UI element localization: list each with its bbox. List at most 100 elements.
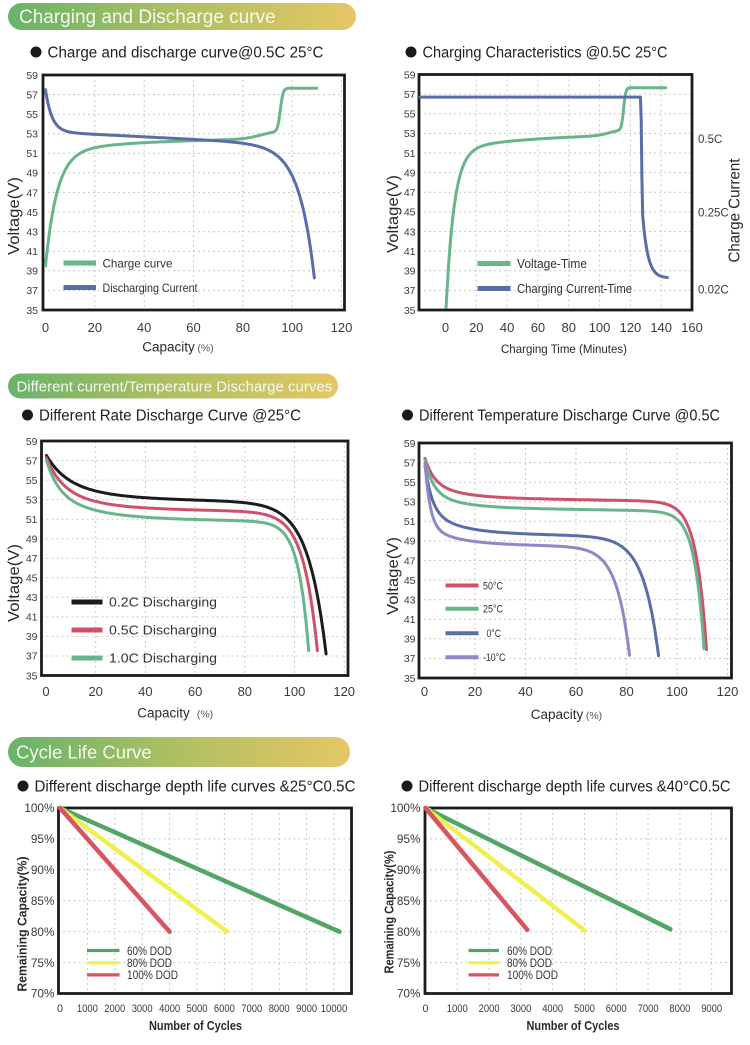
svg-text:80%: 80% — [31, 925, 55, 939]
svg-text:Voltage(V): Voltage(V) — [385, 537, 402, 615]
svg-text:100: 100 — [666, 684, 688, 699]
svg-text:(%): (%) — [586, 710, 602, 722]
svg-text:90%: 90% — [397, 863, 421, 877]
svg-text:70%: 70% — [397, 987, 421, 1001]
svg-text:100%: 100% — [24, 801, 55, 815]
svg-text:60% DOD: 60% DOD — [127, 944, 172, 958]
svg-text:Capacity: Capacity — [142, 340, 195, 355]
svg-text:59: 59 — [26, 436, 38, 448]
svg-text:Charging Current-Time: Charging Current-Time — [517, 282, 632, 296]
svg-text:Charge curve: Charge curve — [103, 256, 173, 270]
svg-text:0.25C: 0.25C — [698, 208, 729, 220]
svg-text:57: 57 — [404, 457, 416, 469]
svg-text:Charge Current: Charge Current — [727, 158, 744, 263]
svg-text:120: 120 — [333, 684, 355, 699]
svg-text:Charging and Discharge curve: Charging and Discharge curve — [19, 7, 276, 28]
svg-text:49: 49 — [404, 536, 416, 548]
svg-text:45: 45 — [26, 573, 38, 585]
svg-text:0.5C Discharging: 0.5C Discharging — [109, 623, 217, 638]
svg-text:57: 57 — [26, 89, 38, 101]
svg-text:Different Rate Discharge Curve: Different Rate Discharge Curve @25°C — [39, 408, 301, 425]
svg-text:Different discharge depth life: Different discharge depth life curves &2… — [35, 779, 356, 796]
svg-text:75%: 75% — [31, 956, 55, 970]
svg-text:55: 55 — [404, 477, 416, 489]
svg-text:85%: 85% — [31, 894, 55, 908]
svg-text:60% DOD: 60% DOD — [507, 944, 552, 958]
svg-text:100: 100 — [589, 320, 611, 335]
svg-text:Number of Cycles: Number of Cycles — [527, 1019, 620, 1033]
svg-text:3000: 3000 — [510, 1003, 531, 1015]
svg-text:51: 51 — [404, 516, 416, 528]
svg-text:Number of Cycles: Number of Cycles — [149, 1019, 242, 1033]
svg-text:Charging Characteristics @0.5C: Charging Characteristics @0.5C 25°C — [423, 45, 668, 62]
svg-text:41: 41 — [26, 612, 38, 624]
svg-text:120: 120 — [620, 320, 642, 335]
svg-text:59: 59 — [404, 69, 416, 81]
svg-text:6000: 6000 — [606, 1003, 627, 1015]
svg-text:8000: 8000 — [669, 1003, 690, 1015]
svg-text:41: 41 — [26, 246, 38, 258]
svg-text:Different discharge depth life: Different discharge depth life curves &4… — [419, 779, 731, 796]
svg-text:90%: 90% — [31, 863, 55, 877]
svg-text:53: 53 — [26, 494, 38, 506]
svg-text:9000: 9000 — [296, 1003, 317, 1015]
svg-text:80: 80 — [562, 320, 576, 335]
svg-text:Remaining Capacity(%): Remaining Capacity(%) — [383, 851, 397, 974]
svg-text:Discharging Current: Discharging Current — [103, 281, 199, 295]
svg-text:35: 35 — [404, 673, 416, 685]
svg-text:60: 60 — [569, 684, 583, 699]
svg-text:20: 20 — [468, 684, 482, 699]
svg-text:80% DOD: 80% DOD — [507, 956, 552, 970]
svg-text:41: 41 — [404, 246, 416, 258]
svg-text:Different Temperature Discharg: Different Temperature Discharge Curve @0… — [419, 408, 720, 425]
svg-text:39: 39 — [404, 266, 416, 278]
svg-text:7000: 7000 — [638, 1003, 659, 1015]
svg-text:43: 43 — [26, 226, 38, 238]
svg-text:37: 37 — [26, 651, 38, 663]
svg-text:39: 39 — [26, 631, 38, 643]
svg-text:5000: 5000 — [574, 1003, 595, 1015]
svg-text:160: 160 — [681, 320, 703, 335]
svg-text:Cycle Life Curve: Cycle Life Curve — [16, 742, 152, 763]
svg-text:0: 0 — [421, 684, 428, 699]
svg-text:41: 41 — [404, 614, 416, 626]
svg-text:140: 140 — [650, 320, 672, 335]
svg-text:47: 47 — [26, 553, 38, 565]
svg-text:75%: 75% — [397, 956, 421, 970]
svg-text:0.5C: 0.5C — [698, 134, 722, 146]
svg-text:43: 43 — [404, 226, 416, 238]
svg-text:80%: 80% — [397, 925, 421, 939]
svg-text:120: 120 — [717, 684, 739, 699]
svg-text:1000: 1000 — [447, 1003, 468, 1015]
svg-text:49: 49 — [26, 168, 38, 180]
svg-text:55: 55 — [404, 109, 416, 121]
svg-text:80: 80 — [619, 684, 633, 699]
svg-text:37: 37 — [404, 285, 416, 297]
svg-text:50°C: 50°C — [483, 580, 503, 592]
svg-text:Different current/Temperature: Different current/Temperature Discharge … — [17, 378, 333, 395]
svg-text:59: 59 — [404, 438, 416, 450]
svg-text:1.0C Discharging: 1.0C Discharging — [109, 651, 217, 666]
svg-text:Voltage-Time: Voltage-Time — [517, 257, 587, 271]
svg-text:3000: 3000 — [132, 1003, 153, 1015]
svg-text:95%: 95% — [31, 832, 55, 846]
svg-text:43: 43 — [26, 592, 38, 604]
svg-text:59: 59 — [26, 70, 38, 82]
svg-text:20: 20 — [88, 684, 102, 699]
svg-text:35: 35 — [26, 670, 38, 682]
svg-text:Voltage(V): Voltage(V) — [6, 177, 23, 255]
svg-text:0: 0 — [42, 320, 49, 335]
svg-text:49: 49 — [404, 167, 416, 179]
svg-text:Voltage(V): Voltage(V) — [6, 544, 23, 622]
svg-text:80: 80 — [238, 684, 252, 699]
svg-text:80% DOD: 80% DOD — [127, 956, 172, 970]
svg-text:51: 51 — [26, 148, 38, 160]
svg-text:9000: 9000 — [701, 1003, 722, 1015]
svg-text:47: 47 — [26, 187, 38, 199]
svg-text:85%: 85% — [397, 894, 421, 908]
svg-text:(%): (%) — [197, 343, 213, 355]
svg-text:20: 20 — [88, 320, 102, 335]
svg-text:45: 45 — [26, 207, 38, 219]
svg-text:10000: 10000 — [321, 1003, 348, 1015]
svg-text:Voltage(V): Voltage(V) — [385, 175, 402, 253]
